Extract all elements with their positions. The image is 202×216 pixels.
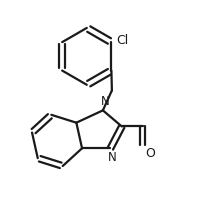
Text: N: N bbox=[108, 151, 117, 164]
Text: N: N bbox=[100, 95, 109, 108]
Text: Cl: Cl bbox=[116, 34, 128, 47]
Text: O: O bbox=[145, 147, 155, 160]
